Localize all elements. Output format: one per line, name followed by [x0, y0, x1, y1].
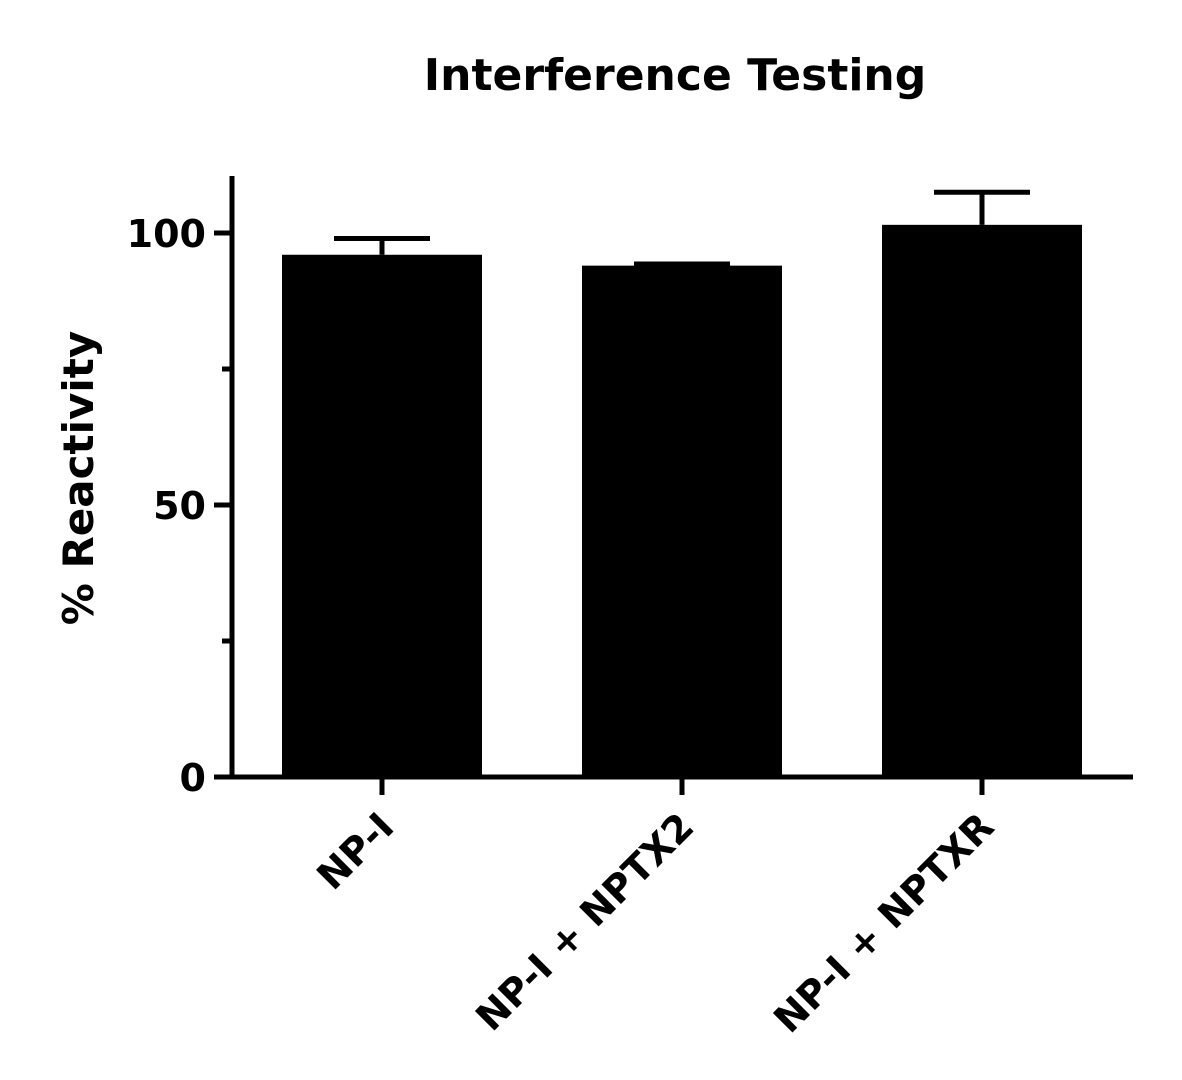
bar-3 — [882, 224, 1082, 778]
x-category-label-1: NP-I — [308, 804, 402, 898]
chart-title: Interference Testing — [424, 50, 927, 101]
bar-2 — [582, 265, 782, 777]
bar-1 — [282, 254, 482, 777]
y-axis-label: % Reactivity — [54, 331, 103, 625]
error-bars-layer — [334, 189, 1030, 267]
y-tick-label-50: 50 — [153, 484, 206, 528]
y-ticks-layer: 0 50 100 — [127, 212, 232, 800]
y-tick-label-0: 0 — [180, 756, 206, 800]
bars-layer — [282, 224, 1082, 778]
y-tick-label-100: 100 — [127, 212, 206, 256]
x-ticks-layer: NP-I NP-I + NPTX2 NP-I + NPTXR — [308, 777, 1002, 1041]
x-category-label-2: NP-I + NPTX2 — [467, 804, 702, 1039]
x-category-label-3: NP-I + NPTXR — [765, 804, 1002, 1041]
